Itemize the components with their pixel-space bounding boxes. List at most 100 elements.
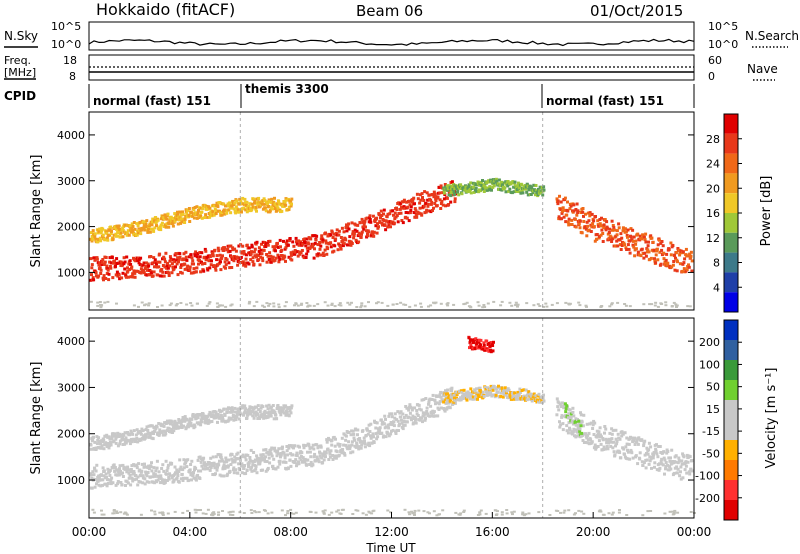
velocity-band-main-cell <box>192 471 195 474</box>
power-band-upper-cell <box>110 229 113 233</box>
power-band-upper-cell <box>200 210 204 214</box>
power-band-upper-cell <box>219 202 223 206</box>
power-band-upper-cell <box>96 240 100 244</box>
power-colorbar-tick-label: 24 <box>706 158 720 171</box>
velocity-band-upper-cell <box>199 423 203 427</box>
power-band-main-cell <box>238 260 242 264</box>
power-band-upper-cell <box>277 202 281 206</box>
velocity-band-main-cell <box>398 422 401 426</box>
power-band-main-cell <box>290 252 294 256</box>
power-band-main-cell <box>273 247 277 251</box>
velocity-band-evening-cell <box>655 452 659 456</box>
power-band-high-cell <box>492 181 496 185</box>
time-tick-label: 04:00 <box>173 525 208 539</box>
velocity-band-upper-cell <box>262 416 266 420</box>
power-near-range-cell <box>337 303 341 306</box>
power-band-evening-cell <box>584 212 587 216</box>
power-band-evening-cell <box>689 254 693 258</box>
velocity-band-upper-cell <box>236 410 239 414</box>
velocity-band-main-cell <box>106 467 110 471</box>
velocity-band-main-cell <box>407 408 411 412</box>
power-band-upper-cell <box>165 217 169 221</box>
power-band-main-cell <box>369 220 373 224</box>
velocity-band-upper-cell <box>224 419 228 423</box>
velocity-band-upper-cell <box>199 418 203 422</box>
velocity-band-upper-cell <box>109 443 113 447</box>
power-band-main-cell <box>158 274 162 278</box>
velocity-band-main-cell <box>168 473 172 477</box>
velocity-near-range-cell <box>231 510 235 513</box>
power-band-upper-cell <box>170 222 174 226</box>
power-near-range-cell <box>664 304 668 307</box>
time-tick-label: 08:00 <box>273 525 308 539</box>
velocity-band-evening-cell <box>597 433 600 436</box>
velocity-band-main-cell <box>338 444 342 448</box>
power-band-evening-cell <box>618 243 622 246</box>
velocity-band-high-cell <box>449 398 453 402</box>
velocity-band-main-cell <box>448 406 452 410</box>
power-band-main-cell <box>195 266 199 270</box>
power-band-evening-cell <box>561 209 564 213</box>
power-band-main-cell <box>286 243 290 247</box>
velocity-band-evening-cell <box>686 460 690 464</box>
velocity-near-range-cell <box>548 514 552 516</box>
velocity-band-main-cell <box>104 482 108 486</box>
velocity-band-main-cell <box>179 477 183 481</box>
velocity-band-upper-cell <box>182 424 186 428</box>
power-band-main-cell <box>397 212 401 215</box>
velocity-band-upper-cell <box>247 412 251 416</box>
power-band-evening-cell <box>562 215 566 219</box>
velocity-band-evening-cell <box>588 422 592 426</box>
velocity-band-main-cell <box>368 430 372 433</box>
velocity-near-range-cell <box>321 510 325 513</box>
power-band-main-cell <box>322 253 326 257</box>
power-band-high-cell <box>450 184 454 188</box>
velocity-colorbar-tick-label: 50 <box>706 381 720 394</box>
velocity-band-main-cell <box>180 472 184 476</box>
power-band-main-cell <box>267 258 271 261</box>
power-band-upper-cell <box>111 237 115 241</box>
velocity-near-range-cell <box>242 512 246 514</box>
power-band-main-cell <box>264 245 268 248</box>
power-band-main-cell <box>305 252 309 256</box>
power-band-evening-cell <box>624 246 628 250</box>
power-band-main-cell <box>185 266 189 270</box>
velocity-band-high-cell <box>501 395 505 399</box>
power-band-main-cell <box>142 271 146 275</box>
power-band-main-cell <box>240 251 244 255</box>
velocity-band-upper-cell <box>95 442 99 446</box>
velocity-band-eve-green-cell <box>570 412 574 416</box>
power-band-main-cell <box>339 245 343 248</box>
power-band-main-cell <box>223 260 227 264</box>
velocity-band-main-cell <box>278 462 282 466</box>
power-band-high-cell <box>483 182 487 186</box>
velocity-band-main-cell <box>276 465 280 469</box>
velocity-band-upper-cell <box>89 447 93 451</box>
velocity-band-high-cell <box>460 389 464 393</box>
velocity-band-main-cell <box>252 469 256 473</box>
velocity-band-high-cell <box>527 390 531 394</box>
power-band-main-cell <box>277 255 281 259</box>
power-band-main-cell <box>360 230 364 234</box>
power-band-upper-cell <box>192 208 196 212</box>
power-near-range-cell <box>115 302 118 305</box>
velocity-near-range-cell <box>476 514 480 516</box>
velocity-band-main-cell <box>232 466 236 470</box>
velocity-near-range-cell <box>364 513 368 516</box>
power-near-range-cell <box>169 302 173 305</box>
velocity-band-upper-cell <box>227 406 230 410</box>
velocity-band-main-cell <box>146 471 150 474</box>
velocity-band-main-cell <box>348 447 352 451</box>
power-band-upper-cell <box>154 221 158 225</box>
power-band-main-cell <box>378 220 382 224</box>
velocity-scatter <box>89 318 696 518</box>
velocity-band-evening-cell <box>581 424 585 428</box>
power-near-range-cell <box>395 303 399 305</box>
power-band-main-cell <box>156 273 160 277</box>
power-band-main-cell <box>163 265 167 269</box>
velocity-band-eve-green-cell <box>571 410 575 414</box>
velocity-band-main-cell <box>257 457 261 461</box>
velocity-band-main-cell <box>332 454 336 458</box>
velocity-band-evening-cell <box>684 460 688 464</box>
power-band-main-cell <box>184 255 188 259</box>
